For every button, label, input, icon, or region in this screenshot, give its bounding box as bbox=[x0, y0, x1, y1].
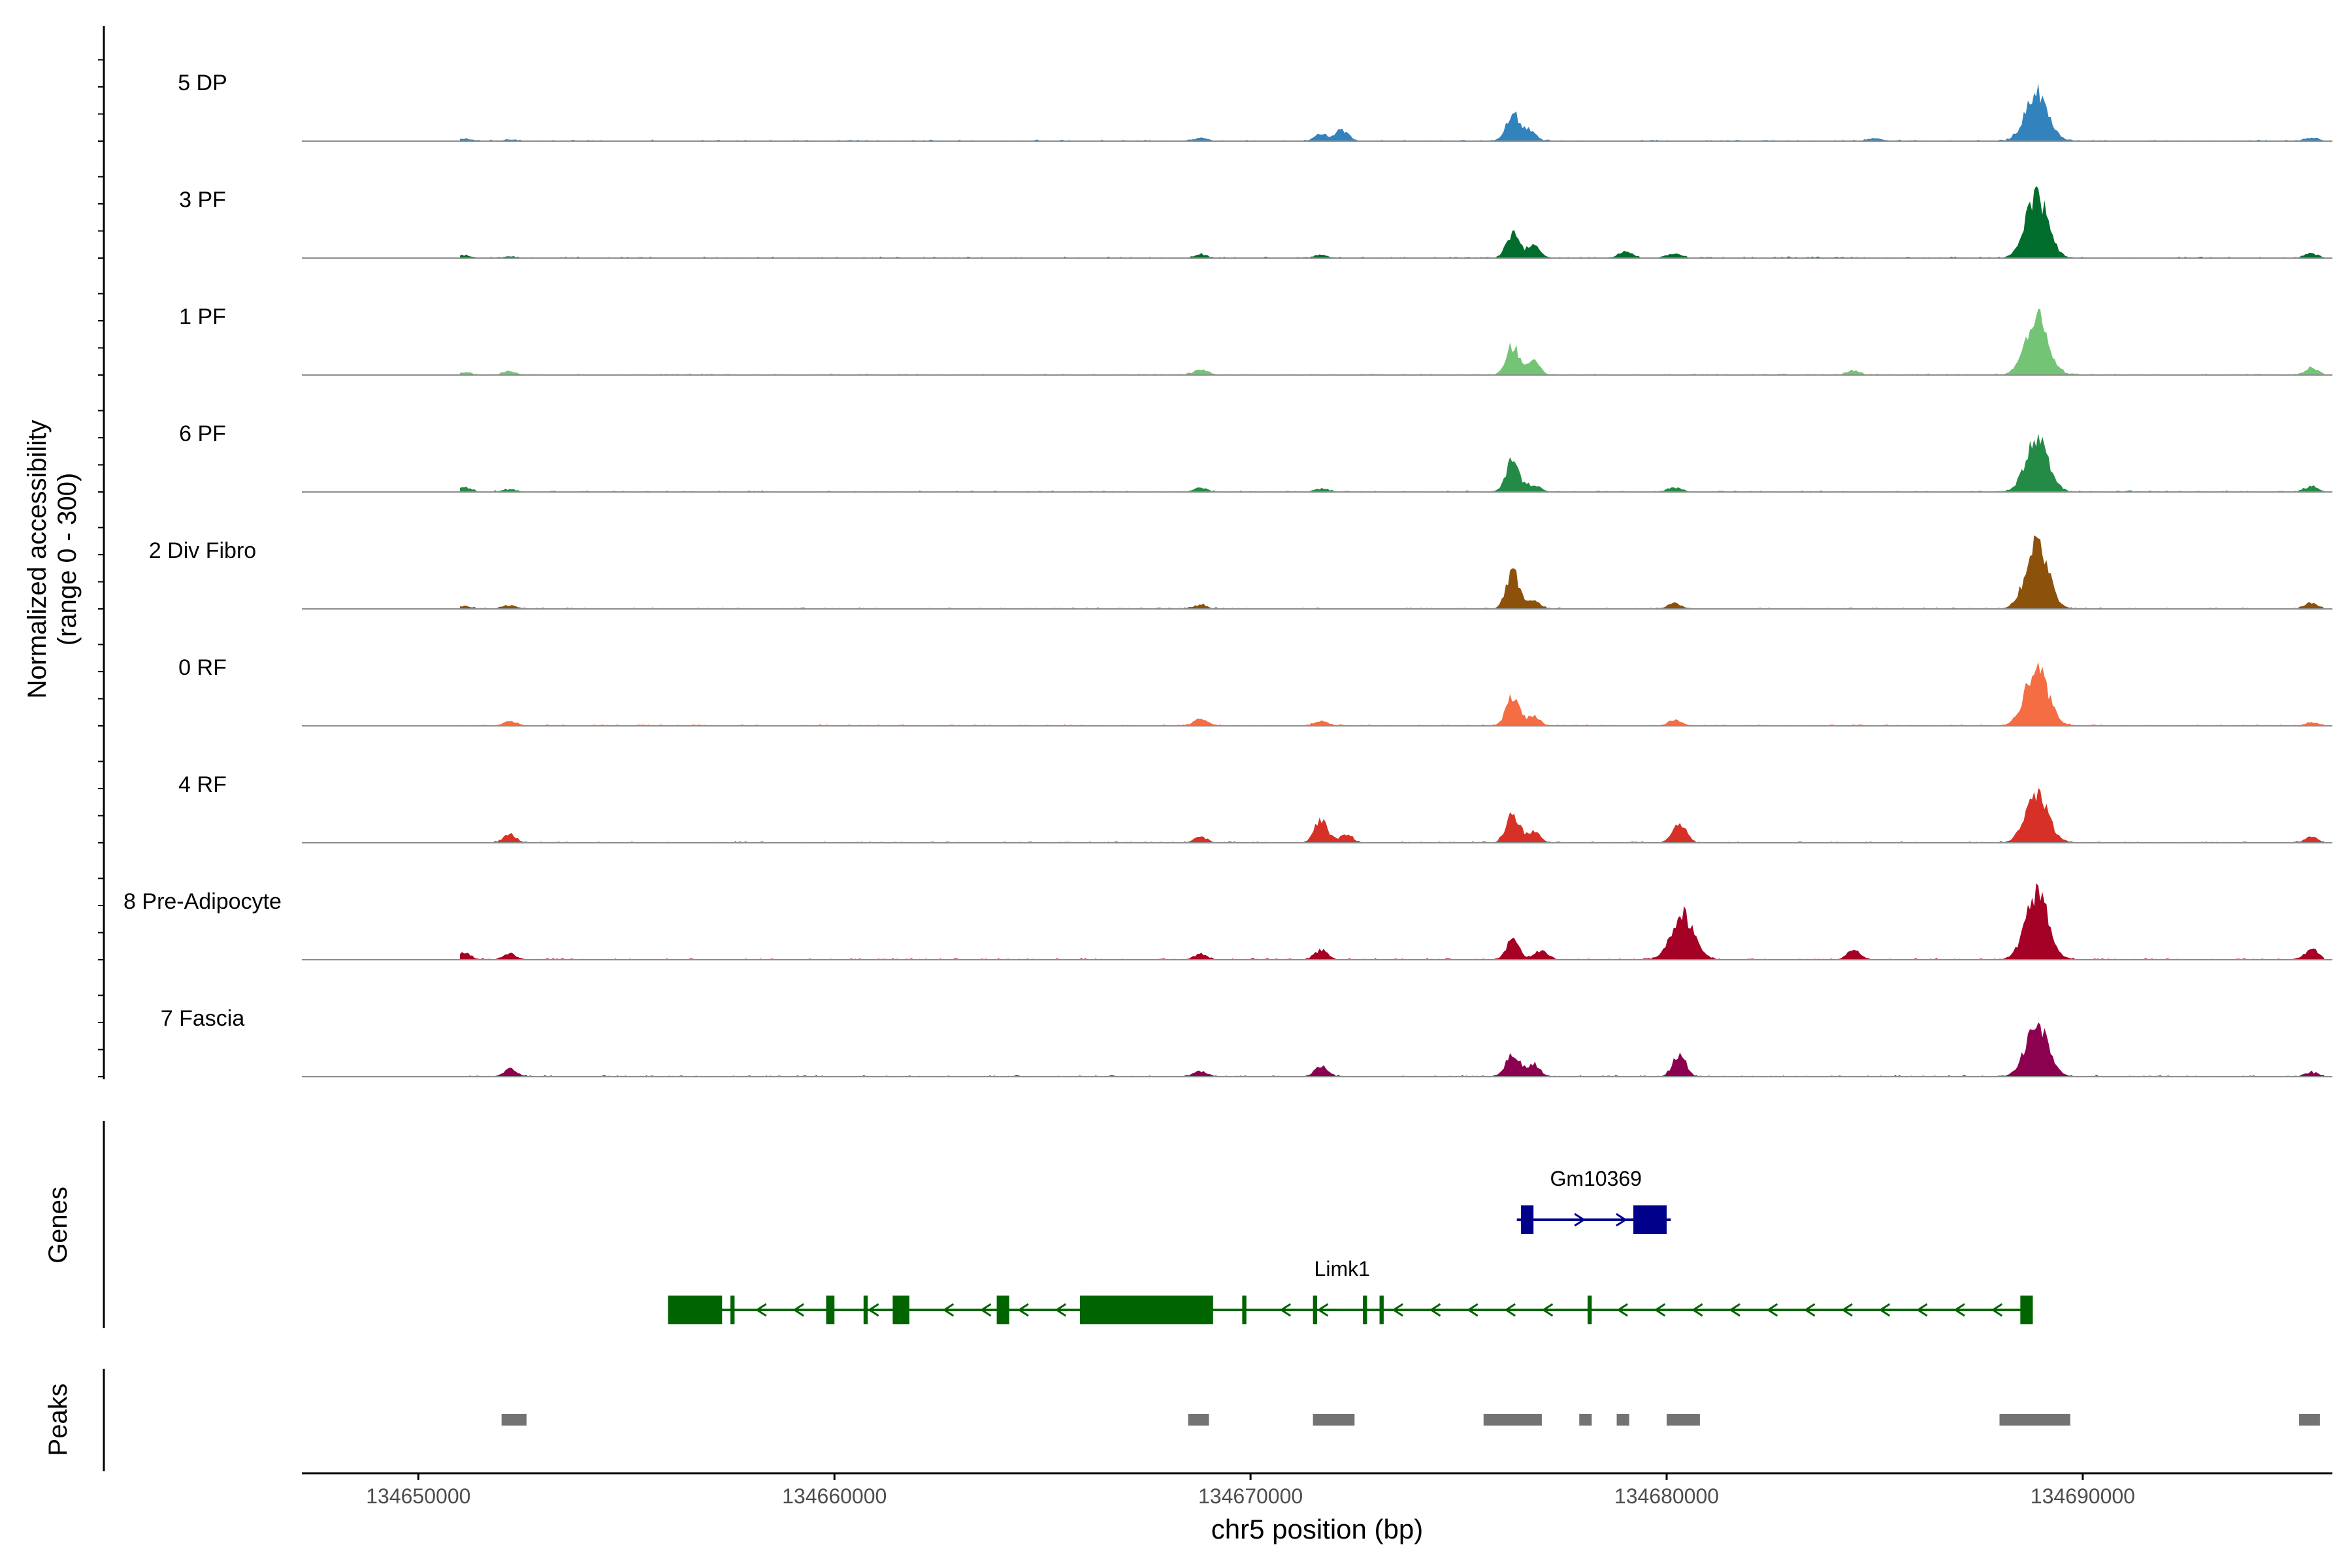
gene-exon bbox=[1313, 1296, 1317, 1324]
track-label: 1 PF bbox=[179, 304, 226, 329]
x-tick-label: 134690000 bbox=[2031, 1484, 2135, 1508]
strand-chevron bbox=[1616, 1303, 1628, 1317]
coverage-tracks: 5 DP 3 PF 1 PF 6 PF 2 Div Fibro 0 RF 4 RF 8 Pre… bbox=[123, 71, 2332, 1077]
strand-chevron bbox=[1991, 1303, 2003, 1317]
strand-chevron bbox=[1541, 1303, 1554, 1317]
gene-name: Gm10369 bbox=[1550, 1167, 1642, 1190]
x-tick-label: 134680000 bbox=[1614, 1484, 1719, 1508]
x-tick-label: 134650000 bbox=[366, 1484, 470, 1508]
peak-region bbox=[1999, 1414, 2070, 1426]
coverage-area bbox=[460, 1022, 2325, 1077]
track-label: 6 PF bbox=[179, 421, 226, 446]
gene-exon bbox=[1521, 1205, 1534, 1234]
coverage-area bbox=[460, 788, 2325, 843]
coverage-area bbox=[460, 186, 2325, 258]
genes-label: Genes bbox=[44, 1186, 73, 1264]
peak-region bbox=[1616, 1414, 1629, 1426]
strand-chevron bbox=[1467, 1303, 1478, 1317]
coverage-track: 1 PF bbox=[179, 304, 2332, 376]
gene-exon bbox=[668, 1296, 723, 1324]
strand-chevron bbox=[1504, 1303, 1516, 1317]
peak-region bbox=[1666, 1414, 1700, 1426]
x-axis-label: chr5 position (bp) bbox=[1211, 1514, 1424, 1544]
track-label: 2 Div Fibro bbox=[149, 538, 256, 563]
strand-chevron bbox=[1691, 1303, 1703, 1317]
strand-chevron bbox=[1429, 1303, 1441, 1317]
gene-exon bbox=[996, 1296, 1009, 1324]
x-axis: 134650000 134660000 134670000 134680000 1346… bbox=[302, 1472, 2332, 1508]
coverage-area bbox=[460, 535, 2325, 609]
y-axis-label-line1: Normalized accessibility bbox=[23, 420, 52, 699]
strand-chevron bbox=[1574, 1213, 1586, 1227]
coverage-track: 8 Pre-Adipocyte bbox=[123, 883, 2332, 960]
coverage-track: 4 RF bbox=[178, 772, 2332, 843]
track-label: 7 Fascia bbox=[161, 1006, 245, 1031]
strand-chevron bbox=[1654, 1303, 1666, 1317]
strand-chevron bbox=[755, 1303, 767, 1317]
peak-region bbox=[1579, 1414, 1592, 1426]
peak-region bbox=[2299, 1414, 2320, 1426]
gene-exon bbox=[2020, 1296, 2033, 1324]
track-label: 5 DP bbox=[178, 71, 227, 95]
track-label: 3 PF bbox=[179, 188, 226, 212]
strand-chevron bbox=[1841, 1303, 1853, 1317]
strand-chevron bbox=[1803, 1303, 1816, 1317]
strand-chevron bbox=[1279, 1303, 1292, 1317]
peaks-label: Peaks bbox=[44, 1383, 73, 1456]
gene-exon bbox=[1363, 1296, 1367, 1324]
strand-chevron bbox=[1878, 1303, 1891, 1317]
strand-chevron bbox=[1729, 1303, 1740, 1317]
strand-chevron bbox=[1616, 1213, 1627, 1227]
coverage-track: 3 PF bbox=[179, 186, 2332, 259]
strand-chevron bbox=[1953, 1303, 1965, 1317]
track-label: 4 RF bbox=[178, 772, 227, 797]
coverage-track: 0 RF bbox=[178, 655, 2332, 727]
strand-chevron bbox=[1766, 1303, 1778, 1317]
gene-exon bbox=[1379, 1296, 1384, 1324]
gene-gm10369: Gm10369 bbox=[1516, 1167, 1671, 1234]
gene-exon bbox=[1587, 1296, 1592, 1324]
coverage-track: 6 PF bbox=[179, 421, 2332, 493]
peak-region bbox=[1313, 1414, 1355, 1426]
strand-chevron bbox=[1392, 1303, 1404, 1317]
y-axis bbox=[98, 26, 105, 1079]
strand-chevron bbox=[1054, 1303, 1067, 1317]
y-axis-label-line2: (range 0 - 300) bbox=[53, 473, 82, 646]
strand-chevron bbox=[1017, 1303, 1029, 1317]
coverage-area bbox=[460, 433, 2325, 492]
coverage-area bbox=[460, 662, 2325, 726]
peak-region bbox=[501, 1414, 527, 1426]
peak-region bbox=[1483, 1414, 1542, 1426]
gene-exon bbox=[826, 1296, 835, 1324]
coverage-track: 7 Fascia bbox=[161, 1006, 2332, 1077]
track-label: 8 Pre-Adipocyte bbox=[123, 889, 282, 914]
coverage-track: 5 DP bbox=[178, 71, 2332, 142]
strand-chevron bbox=[867, 1303, 879, 1317]
strand-chevron bbox=[792, 1303, 804, 1317]
gene-limk1: Limk1 bbox=[668, 1257, 2033, 1324]
strand-chevron bbox=[942, 1303, 955, 1317]
coverage-area bbox=[460, 308, 2325, 375]
gene-exon bbox=[1242, 1296, 1247, 1324]
gene-exon bbox=[1079, 1296, 1213, 1324]
peak-region bbox=[1188, 1414, 1209, 1426]
gene-exon bbox=[1633, 1205, 1667, 1234]
gene-exon bbox=[863, 1296, 868, 1324]
coverage-track: 2 Div Fibro bbox=[149, 535, 2332, 610]
gene-name: Limk1 bbox=[1315, 1257, 1370, 1281]
peak-regions bbox=[501, 1414, 2320, 1426]
coverage-area bbox=[460, 883, 2325, 960]
strand-chevron bbox=[1316, 1303, 1329, 1317]
gene-exon bbox=[892, 1296, 909, 1324]
track-label: 0 RF bbox=[178, 655, 227, 680]
gene-annotations: Gm10369 Limk1 bbox=[668, 1167, 2033, 1324]
coverage-area bbox=[460, 83, 2325, 141]
x-tick-label: 134660000 bbox=[782, 1484, 887, 1508]
strand-chevron bbox=[1916, 1303, 1928, 1317]
strand-chevron bbox=[979, 1303, 992, 1317]
x-tick-label: 134670000 bbox=[1198, 1484, 1303, 1508]
gene-exon bbox=[730, 1296, 735, 1324]
